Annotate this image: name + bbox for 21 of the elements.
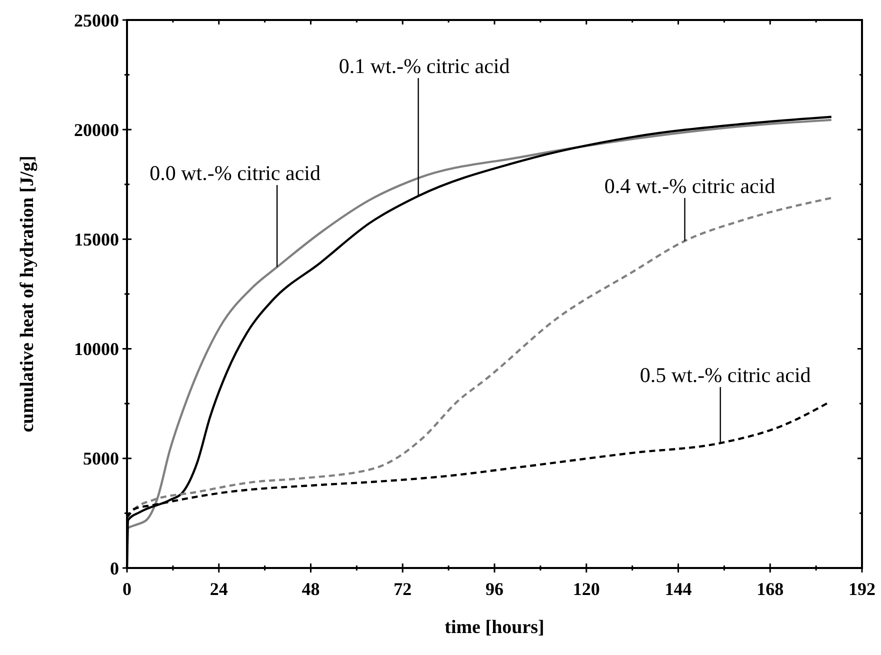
x-tick-label: 168: [756, 579, 784, 599]
annotation: 0.0 wt.-% citric acid: [150, 161, 321, 186]
x-tick-label: 0: [122, 579, 132, 599]
x-tick-label: 24: [210, 579, 228, 599]
x-axis-title: time [hours]: [444, 617, 544, 638]
x-tick-label: 192: [848, 579, 876, 599]
y-tick-label: 25000: [74, 10, 119, 30]
x-tick-label: 96: [486, 579, 504, 599]
y-tick-label: 10000: [74, 339, 119, 360]
y-tick-label: 20000: [74, 120, 119, 140]
annotation: 0.1 wt.-% citric acid: [338, 54, 510, 78]
annotation: 0.5 wt.-% citric acid: [640, 363, 812, 388]
x-tick-label: 120: [572, 579, 600, 599]
y-tick-label: 15000: [74, 230, 119, 250]
x-tick-label: 72: [394, 579, 412, 599]
y-axis-title: cumulative heat of hydration [J/g]: [17, 156, 38, 432]
x-tick-label: 48: [302, 579, 320, 599]
annotation: 0.4 wt.-% citric acid: [604, 174, 776, 198]
y-tick-label: 0: [110, 558, 119, 578]
y-tick-label: 5000: [83, 448, 119, 469]
x-tick-label: 144: [664, 579, 692, 599]
